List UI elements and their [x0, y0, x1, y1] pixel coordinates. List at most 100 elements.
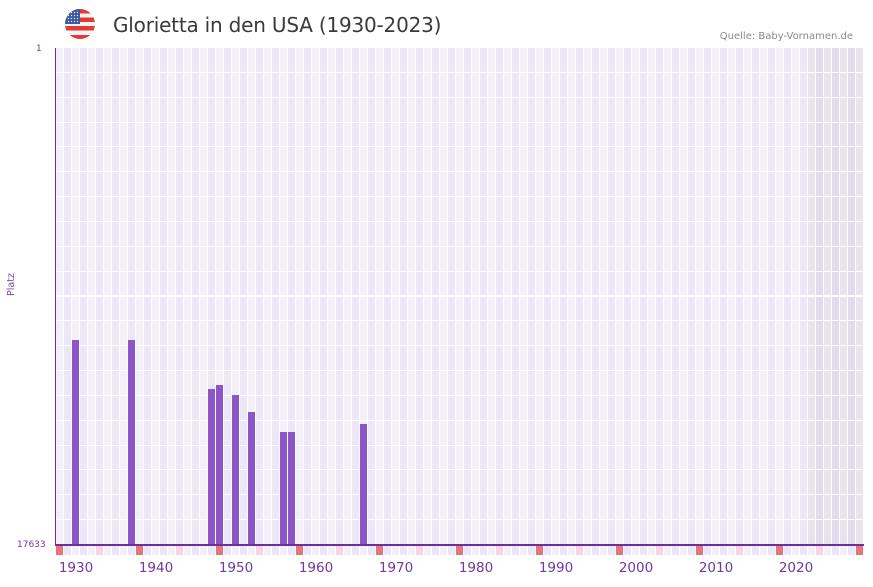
year-cell	[832, 546, 839, 555]
year-cell	[664, 546, 671, 555]
year-cell	[520, 546, 527, 555]
x-tick-label: 2010	[698, 560, 734, 576]
year-cell	[800, 546, 807, 555]
year-cell	[480, 546, 487, 555]
x-tick-label: 1980	[458, 560, 494, 576]
chart-title: Glorietta in den USA (1930-2023)	[113, 13, 442, 37]
x-tick-label: 1960	[298, 560, 334, 576]
bar-1948[interactable]	[216, 385, 223, 545]
x-tick-label: 1930	[58, 560, 94, 576]
year-cell	[344, 546, 351, 555]
bar-1966[interactable]	[360, 423, 367, 545]
year-cell	[248, 546, 255, 555]
x-tick-label: 2000	[618, 560, 654, 576]
year-cell	[128, 546, 135, 555]
year-cell	[440, 546, 447, 555]
year-cell	[752, 546, 759, 555]
bar-1950[interactable]	[232, 394, 239, 545]
year-cell	[840, 546, 847, 555]
decade-marker	[296, 546, 303, 555]
decade-marker	[776, 546, 783, 555]
year-cell	[512, 546, 519, 555]
year-cell	[592, 546, 599, 555]
year-cell	[120, 546, 127, 555]
year-cell	[208, 546, 215, 555]
year-cell	[432, 546, 439, 555]
year-cell	[632, 546, 639, 555]
bar-1956[interactable]	[280, 431, 287, 545]
year-cell	[64, 546, 71, 555]
half-decade-marker	[816, 546, 823, 555]
year-cell	[384, 546, 391, 555]
year-cell	[712, 546, 719, 555]
decade-marker	[56, 546, 63, 555]
bar-1947[interactable]	[208, 389, 215, 545]
bar-1930[interactable]	[72, 339, 79, 545]
year-cell	[304, 546, 311, 555]
decade-marker	[856, 546, 863, 555]
bar-1957[interactable]	[288, 431, 295, 545]
half-decade-marker	[96, 546, 103, 555]
year-cell	[152, 546, 159, 555]
half-decade-marker	[176, 546, 183, 555]
bar-1952[interactable]	[248, 411, 255, 545]
y-axis-line	[55, 48, 56, 546]
year-cell	[368, 546, 375, 555]
year-cell	[424, 546, 431, 555]
year-cell	[584, 546, 591, 555]
bar-1937[interactable]	[128, 339, 135, 545]
year-cell	[544, 546, 551, 555]
year-cell	[320, 546, 327, 555]
decade-marker	[616, 546, 623, 555]
decade-marker	[456, 546, 463, 555]
year-cell	[720, 546, 727, 555]
x-tick-label: 2020	[778, 560, 814, 576]
y-axis-title: Platz	[6, 273, 17, 296]
year-cell	[280, 546, 287, 555]
year-cell	[72, 546, 79, 555]
us-flag-icon	[65, 9, 95, 39]
year-cell	[408, 546, 415, 555]
year-cell	[624, 546, 631, 555]
year-cell	[824, 546, 831, 555]
decade-marker	[536, 546, 543, 555]
year-cell	[352, 546, 359, 555]
year-cell	[88, 546, 95, 555]
year-cell	[848, 546, 855, 555]
year-cell	[648, 546, 655, 555]
year-cell	[264, 546, 271, 555]
half-decade-marker	[256, 546, 263, 555]
year-cell	[792, 546, 799, 555]
year-cell	[448, 546, 455, 555]
year-cell	[568, 546, 575, 555]
year-cell	[232, 546, 239, 555]
year-cell	[200, 546, 207, 555]
half-decade-marker	[496, 546, 503, 555]
year-cell	[168, 546, 175, 555]
decade-marker	[696, 546, 703, 555]
year-cell	[104, 546, 111, 555]
year-cell	[224, 546, 231, 555]
year-cell	[328, 546, 335, 555]
year-cell	[112, 546, 119, 555]
x-tick-label: 1950	[218, 560, 254, 576]
year-cell	[608, 546, 615, 555]
year-cell	[688, 546, 695, 555]
year-cell	[744, 546, 751, 555]
plot-area	[56, 48, 864, 545]
year-cell	[184, 546, 191, 555]
x-tick-label: 1990	[538, 560, 574, 576]
x-axis-line	[55, 544, 864, 546]
grid-background	[56, 48, 864, 545]
half-decade-marker	[656, 546, 663, 555]
half-decade-marker	[576, 546, 583, 555]
year-cell	[704, 546, 711, 555]
source-label: Quelle: Baby-Vornamen.de	[719, 31, 853, 42]
year-cell	[360, 546, 367, 555]
decade-marker	[376, 546, 383, 555]
year-cell	[728, 546, 735, 555]
y-axis-top-label: 1	[36, 44, 42, 54]
year-cell	[808, 546, 815, 555]
year-cell	[160, 546, 167, 555]
year-cell	[400, 546, 407, 555]
